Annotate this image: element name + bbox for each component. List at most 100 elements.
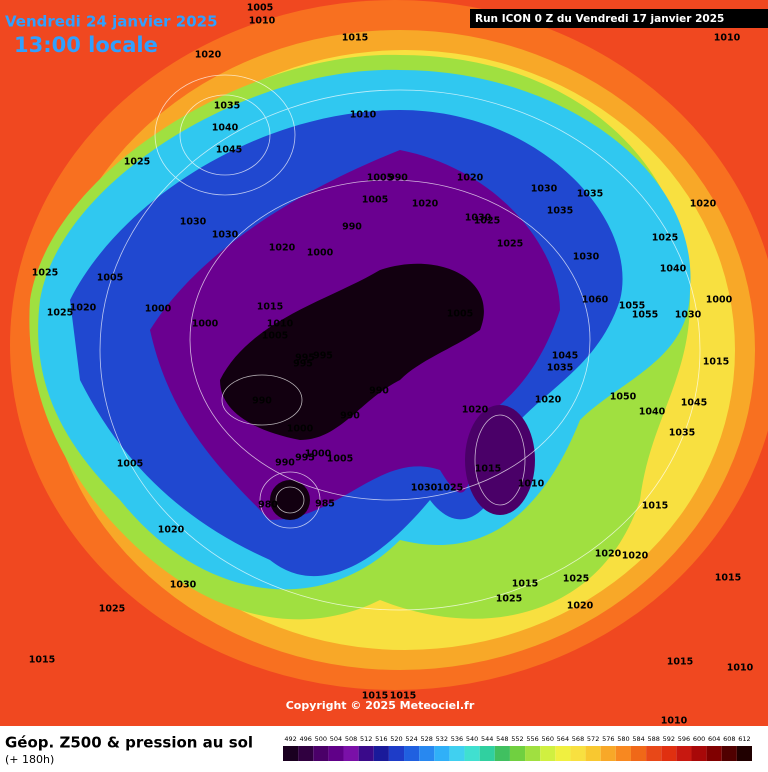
pressure-label: 1020	[690, 199, 717, 210]
colorbar-swatch	[509, 746, 526, 761]
pressure-label: 1010	[661, 716, 688, 727]
colorbar-swatch	[343, 746, 359, 761]
pressure-label: 990	[342, 222, 362, 233]
pressure-labels: 1005 1010 1015 1020 1010 1035 1040 1045 1025 1010…	[29, 3, 754, 727]
colorbar-swatch	[555, 746, 571, 761]
pressure-label: 1000	[307, 248, 334, 259]
colorbar-swatch	[388, 746, 405, 761]
pressure-label: 1020	[622, 551, 649, 562]
pressure-label: 1020	[195, 50, 222, 61]
pressure-label: 1000	[305, 449, 332, 460]
colorbar-tick-label: 568	[572, 735, 584, 743]
colorbar-swatch	[328, 746, 344, 761]
colorbar-tick-label: 500	[315, 735, 327, 743]
pressure-label: 1000	[192, 319, 219, 330]
colorbar-tick-label: 556	[526, 735, 538, 743]
pressure-label: 1015	[715, 573, 741, 584]
pressure-label: 1025	[99, 604, 125, 615]
pressure-label: 1005	[262, 331, 288, 342]
pressure-label: 1015	[362, 691, 388, 702]
pressure-label: 1015	[390, 691, 416, 702]
pressure-label: 1020	[158, 525, 185, 536]
pressure-label: 995	[313, 351, 333, 362]
run-info: Run ICON 0 Z du Vendredi 17 janvier 2025	[475, 13, 724, 25]
pressure-label: 1020	[462, 405, 489, 416]
run-banner	[470, 9, 768, 28]
colorbar-tick-label: 608	[723, 735, 735, 743]
pressure-label: 1005	[367, 173, 393, 184]
pressure-label: 1025	[497, 239, 523, 250]
pressure-label: 990	[275, 458, 295, 469]
colorbar-swatch	[313, 746, 329, 761]
pressure-label: 1030	[531, 184, 558, 195]
colorbar-tick-label: 560	[542, 735, 554, 743]
pressure-label: 1030	[180, 217, 207, 228]
colorbar-swatch	[434, 746, 450, 761]
pressure-label: 1005	[247, 3, 273, 14]
colorbar-swatch	[298, 746, 314, 761]
colorbar-tick-label: 508	[345, 735, 357, 743]
copyright: Copyright © 2025 Meteociel.fr	[286, 699, 475, 712]
pressure-label: 1035	[547, 206, 573, 217]
colorbar-tick-label: 588	[647, 735, 659, 743]
pressure-label: 1030	[573, 252, 600, 263]
pressure-label: 1015	[703, 357, 729, 368]
colorbar-tick-label: 604	[708, 735, 720, 743]
pressure-label: 1040	[639, 407, 666, 418]
pressure-label: 1060	[582, 295, 609, 306]
pressure-label: 1000	[706, 295, 733, 306]
pressure-label: 1035	[547, 363, 573, 374]
pressure-label: 1045	[216, 145, 242, 156]
pressure-label: 1025	[496, 594, 522, 605]
pressure-label: 1050	[610, 392, 637, 403]
colorbar-tick-label: 564	[557, 735, 569, 743]
pressure-label: 1010	[714, 33, 741, 44]
forecast-time: 13:00 locale	[14, 33, 158, 57]
pressure-label: 1015	[512, 579, 538, 590]
colorbar-tick-label: 572	[587, 735, 599, 743]
pressure-label: 1025	[474, 216, 500, 227]
colorbar-swatch	[721, 746, 737, 761]
pressure-label: 1005	[97, 273, 123, 284]
pressure-label: 985	[315, 499, 335, 510]
pressure-label: 1045	[681, 398, 707, 409]
colorbar-tick-label: 496	[299, 735, 311, 743]
pressure-label: 1025	[124, 157, 150, 168]
pressure-label: 1025	[47, 308, 73, 319]
colorbar-swatch	[464, 746, 480, 761]
colorbar-tick-label: 548	[496, 735, 508, 743]
pressure-label: 1015	[667, 657, 693, 668]
colorbar-swatch	[540, 746, 556, 761]
pressure-label: 1035	[577, 189, 603, 200]
pressure-label: 1020	[567, 601, 594, 612]
pressure-label: 1000	[287, 424, 314, 435]
pressure-label: 1015	[29, 655, 55, 666]
pressure-label: 995	[293, 359, 313, 370]
colorbar-tick-label: 596	[678, 735, 690, 743]
colorbar-swatch	[676, 746, 692, 761]
pressure-label: 1015	[642, 501, 668, 512]
colorbar-swatch	[630, 746, 647, 761]
colorbar-swatch	[404, 746, 420, 761]
colorbar-tick-label: 504	[330, 735, 342, 743]
colorbar-swatch	[373, 746, 389, 761]
colorbar-swatch	[615, 746, 631, 761]
pressure-label: 1025	[437, 483, 463, 494]
pressure-label: 1000	[145, 304, 172, 315]
pressure-label: 1020	[412, 199, 439, 210]
pressure-label: 1020	[70, 303, 97, 314]
colorbar-swatch	[585, 746, 601, 761]
pressure-label: 1010	[350, 110, 377, 121]
pressure-label: 1020	[535, 395, 562, 406]
pressure-label: 1030	[411, 483, 438, 494]
colorbar-swatch	[706, 746, 722, 761]
colorbar-swatch	[570, 746, 586, 761]
colorbar-swatch	[283, 746, 299, 761]
pressure-label: 1015	[257, 302, 283, 313]
pressure-label: 995	[295, 353, 315, 364]
colorbar-tick-label: 552	[511, 735, 523, 743]
colorbar-tick-label: 576	[602, 735, 614, 743]
colorbar-tick-label: 520	[390, 735, 402, 743]
pressure-label: 1055	[619, 301, 645, 312]
